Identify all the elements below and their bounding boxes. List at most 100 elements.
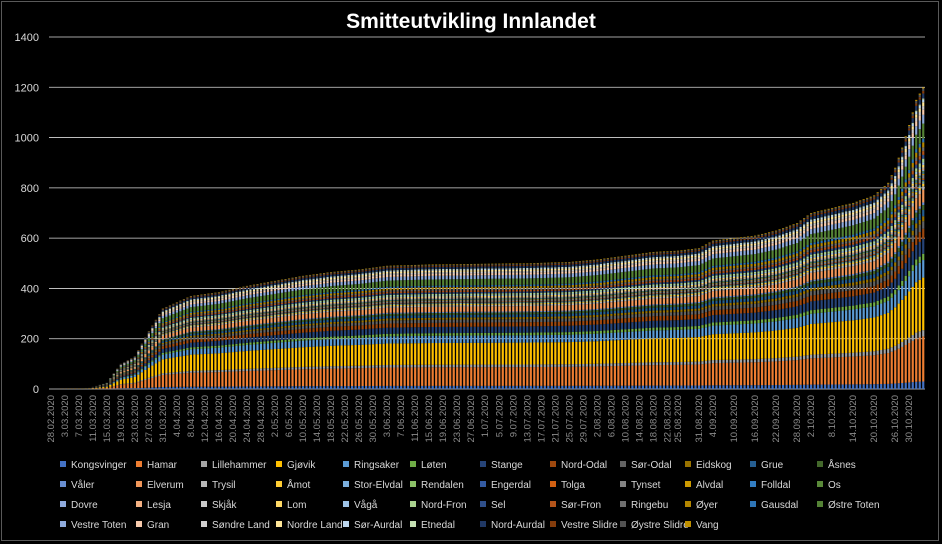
bar-segment (393, 298, 396, 299)
bar-segment (473, 263, 476, 265)
bar-segment (280, 280, 284, 282)
bar-segment (221, 323, 224, 325)
bar-segment (270, 316, 273, 319)
bar-segment (438, 342, 441, 365)
bar-segment (291, 314, 294, 316)
bar-segment (375, 267, 378, 269)
bar-segment (358, 293, 361, 295)
bar-segment (144, 380, 147, 388)
bar-segment (210, 325, 214, 330)
bar-segment (463, 335, 466, 343)
bar-segment (284, 334, 287, 340)
bar-segment (298, 301, 301, 304)
bar-segment (417, 289, 420, 292)
bar-segment (470, 304, 473, 307)
bar-segment (235, 305, 238, 307)
bar-segment (161, 322, 164, 324)
bar-segment (116, 378, 119, 380)
bar-segment (351, 386, 354, 389)
bar-segment (168, 333, 171, 338)
bar-segment (308, 319, 312, 322)
bar-segment (263, 324, 266, 326)
bar-segment (386, 323, 389, 328)
bar-segment (389, 286, 392, 289)
bar-segment (435, 287, 438, 290)
bar-segment (252, 370, 256, 387)
bar-segment (137, 368, 140, 370)
bar-segment (214, 304, 217, 310)
bar-segment (361, 329, 364, 336)
bar-segment (242, 291, 245, 294)
bar-segment (365, 302, 368, 304)
bar-segment (414, 320, 417, 324)
bar-segment (351, 345, 354, 366)
bar-segment (221, 295, 224, 297)
bar-segment (431, 267, 434, 270)
bar-segment (242, 328, 245, 331)
bar-segment (400, 296, 403, 298)
bar-segment (361, 386, 364, 389)
bar-segment (182, 386, 185, 389)
bar-segment (287, 333, 291, 340)
bar-segment (393, 300, 396, 302)
bar-segment (256, 368, 259, 371)
bar-segment (326, 319, 329, 323)
bar-segment (386, 304, 389, 306)
bar-segment (221, 314, 224, 316)
bar-segment (301, 286, 305, 290)
bar-segment (312, 311, 315, 314)
bar-segment (193, 386, 196, 389)
bar-segment (473, 275, 476, 279)
bar-segment (379, 304, 382, 306)
bar-segment (445, 264, 448, 266)
bar-segment (133, 359, 136, 361)
bar-segment (326, 277, 329, 279)
bar-segment (372, 299, 375, 301)
bar-segment (217, 329, 221, 332)
bar-segment (463, 295, 466, 297)
bar-segment (414, 267, 417, 270)
bar-segment (340, 296, 343, 298)
bar-segment (168, 353, 171, 359)
bar-segment (158, 347, 161, 350)
bar-segment (172, 357, 175, 373)
bar-segment (375, 301, 378, 303)
bar-segment (421, 307, 424, 313)
bar-segment (249, 350, 252, 369)
bar-segment (126, 373, 129, 375)
bar-segment (470, 299, 473, 301)
bar-segment (375, 304, 378, 305)
bar-segment (438, 269, 441, 270)
bar-segment (393, 298, 396, 300)
bar-segment (186, 373, 189, 387)
bar-segment (319, 296, 322, 298)
bar-segment (452, 299, 455, 301)
bar-segment (403, 304, 406, 305)
bar-segment (161, 339, 164, 340)
bar-segment (473, 265, 476, 267)
bar-segment (263, 287, 266, 289)
bar-segment (273, 293, 277, 300)
bar-segment (112, 382, 115, 384)
bar-segment (333, 311, 336, 317)
bar-segment (473, 303, 476, 305)
bar-segment (354, 278, 357, 281)
bar-segment (463, 298, 466, 300)
bar-segment (428, 296, 431, 298)
bar-segment (235, 343, 238, 346)
bar-segment (294, 279, 298, 282)
bar-segment (168, 322, 171, 324)
bar-segment (340, 338, 343, 346)
bar-segment (245, 318, 249, 320)
bar-segment (396, 320, 399, 324)
bar-segment (445, 333, 448, 336)
bar-segment (456, 298, 459, 299)
bar-segment (389, 299, 392, 300)
bar-segment (196, 348, 199, 355)
bar-segment (252, 308, 256, 310)
bar-segment (238, 332, 242, 336)
bar-segment (270, 340, 273, 344)
bar-segment (449, 290, 452, 293)
bar-segment (456, 303, 459, 305)
bar-segment (424, 364, 427, 368)
